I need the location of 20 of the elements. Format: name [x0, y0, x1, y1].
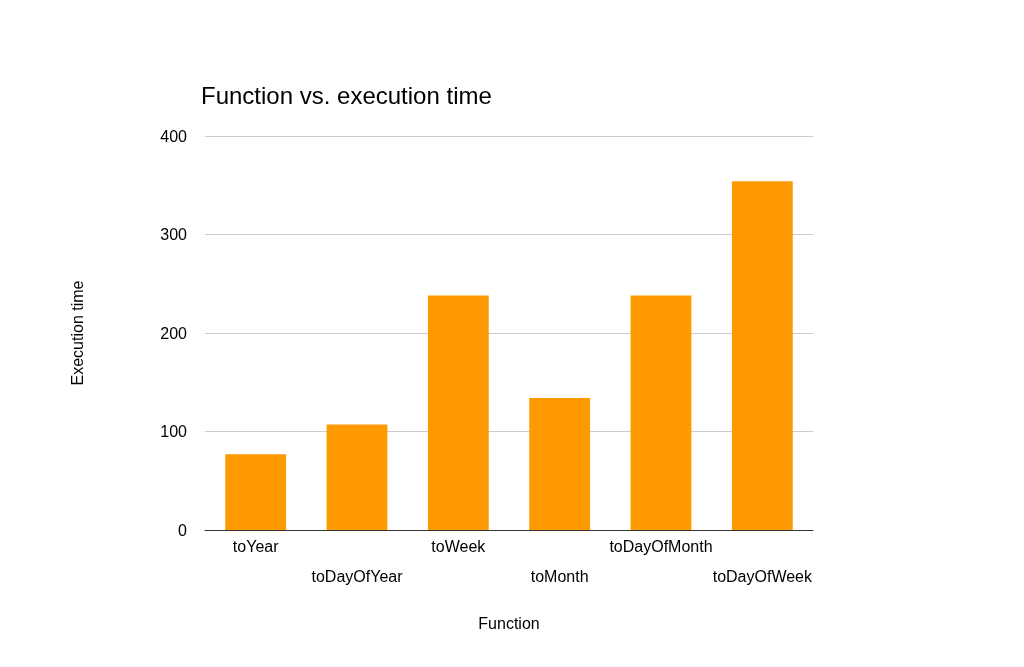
x-tick-label: toDayOfWeek [712, 567, 813, 585]
x-axis-title: Function [478, 614, 540, 632]
bar [225, 454, 287, 530]
y-tick-label: 100 [160, 423, 188, 440]
bar [529, 398, 591, 530]
y-tick-label: 400 [160, 127, 188, 145]
x-tick-label: toDayOfYear [311, 567, 404, 585]
bar [731, 181, 793, 530]
y-tick-label: 0 [178, 521, 188, 539]
bar [326, 424, 388, 530]
x-tick-label: toMonth [530, 567, 589, 585]
y-axis-title: Execution time [68, 280, 86, 386]
bar [427, 295, 489, 530]
chart-title: Function vs. execution time [201, 81, 492, 109]
x-tick-label: toWeek [431, 537, 487, 555]
x-tick-label: toYear [232, 537, 280, 555]
x-tick-label: toDayOfMonth [609, 537, 713, 555]
bar [630, 295, 692, 530]
y-tick-label: 200 [160, 324, 188, 342]
y-tick-label: 300 [160, 226, 188, 243]
